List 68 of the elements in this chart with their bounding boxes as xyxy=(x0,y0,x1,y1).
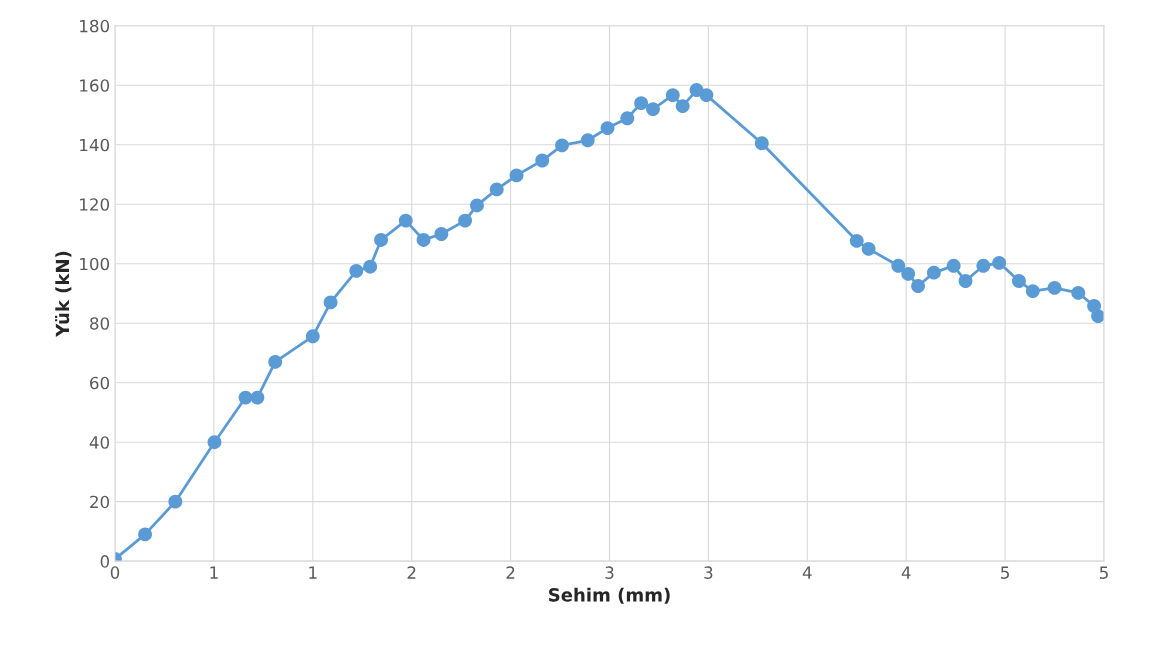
point xyxy=(509,168,524,183)
point xyxy=(398,213,413,228)
point xyxy=(1071,285,1086,300)
point xyxy=(675,99,690,114)
x-tick-label: 3 xyxy=(704,566,713,579)
x-tick-label: 0 xyxy=(110,566,120,579)
y-tick-label: 180 xyxy=(80,19,110,33)
point xyxy=(891,258,906,273)
point xyxy=(305,329,320,344)
x-axis-title: Sehim (mm) xyxy=(549,587,670,604)
point xyxy=(207,435,222,450)
point xyxy=(911,279,926,293)
point xyxy=(458,213,473,228)
point xyxy=(268,354,283,369)
point xyxy=(555,138,569,153)
y-tick-label: 160 xyxy=(80,79,110,92)
x-tick-label: 4 xyxy=(802,566,812,579)
point xyxy=(958,274,973,288)
point xyxy=(535,153,550,168)
point xyxy=(861,241,876,256)
y-tick-label: 120 xyxy=(80,198,110,211)
point xyxy=(926,265,941,280)
point xyxy=(646,102,660,117)
point xyxy=(754,136,769,151)
point xyxy=(600,121,615,136)
point xyxy=(323,295,338,310)
x-tick-label: 1 xyxy=(309,566,317,579)
point xyxy=(168,494,183,509)
x-tick-label: 1 xyxy=(210,566,218,579)
point xyxy=(349,263,364,278)
point xyxy=(1091,309,1104,324)
x-tick-label: 3 xyxy=(605,566,614,579)
point xyxy=(620,111,635,126)
point xyxy=(1025,284,1040,299)
point xyxy=(976,258,991,273)
x-tick-label: 5 xyxy=(1001,566,1009,579)
x-tick-label: 5 xyxy=(1099,566,1108,579)
point xyxy=(1012,274,1026,288)
point xyxy=(434,227,449,241)
x-tick-label: 2 xyxy=(506,566,515,579)
y-tick-label: 20 xyxy=(90,495,110,509)
point xyxy=(470,198,484,213)
point xyxy=(992,255,1007,270)
x-tick-label: 4 xyxy=(901,566,911,579)
x-tick-label: 2 xyxy=(407,566,416,579)
point xyxy=(689,83,704,97)
point xyxy=(363,259,378,274)
y-tick-label: 60 xyxy=(90,376,110,390)
point xyxy=(374,233,388,247)
point xyxy=(634,96,649,111)
y-tick-label: 80 xyxy=(90,317,110,330)
y-tick-label: 40 xyxy=(89,436,110,449)
point xyxy=(416,233,431,247)
point xyxy=(699,88,714,103)
point xyxy=(138,527,153,542)
point xyxy=(901,266,916,281)
y-tick-label: 140 xyxy=(80,138,110,152)
point xyxy=(580,133,595,148)
y-tick-label: 100 xyxy=(80,257,110,271)
point xyxy=(238,390,253,405)
point xyxy=(849,233,864,248)
y-axis-title: Yük (kN) xyxy=(55,251,72,337)
point xyxy=(665,88,680,103)
point xyxy=(489,182,504,197)
point xyxy=(1047,280,1062,295)
y-tick-label: 0 xyxy=(100,555,110,568)
point xyxy=(250,390,265,405)
point xyxy=(946,258,961,273)
